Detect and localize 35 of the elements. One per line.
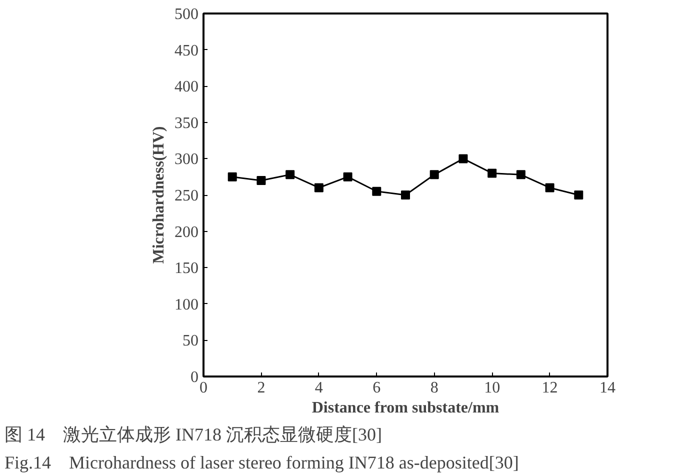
point (228, 172, 237, 182)
point (516, 170, 526, 180)
point (343, 172, 352, 182)
caption: 图 14 激光立体成形 IN718 沉积态显微硬度[30] (4, 424, 382, 444)
point (574, 190, 584, 200)
caption: Fig.14 Microhardness of laser stereo forming IN718 as-deposited[30] (4, 452, 519, 472)
y-tick-label: 100 (174, 296, 198, 314)
point (286, 170, 295, 180)
y-tick-label: 450 (174, 42, 198, 60)
x-tick-label: 6 (372, 380, 381, 396)
y-tick-label: 200 (174, 224, 198, 241)
y-tick-label: 400 (174, 78, 198, 96)
point (372, 186, 382, 196)
point (458, 154, 468, 164)
x-tick-label: 4 (314, 380, 323, 396)
point (401, 190, 410, 200)
y-tick-label: 50 (182, 332, 198, 350)
y-tick-label: 150 (174, 260, 198, 278)
point (314, 183, 324, 192)
x-axis-title: Distance from substate/mm (312, 400, 500, 416)
y-tick-label: 350 (174, 114, 198, 132)
y-tick-label: 250 (174, 188, 198, 204)
point (488, 168, 497, 178)
y-tick-label: 0 (190, 369, 198, 386)
point (545, 183, 554, 192)
point (256, 176, 266, 185)
x-tick-label: 14 (600, 380, 616, 396)
x-tick-label: 12 (542, 380, 558, 396)
x-tick-label: 2 (257, 380, 266, 396)
point (430, 170, 439, 180)
y-tick-label: 300 (174, 151, 198, 168)
x-tick-label: 10 (484, 380, 500, 396)
x-tick-label: 8 (430, 380, 438, 396)
y-tick-label: 500 (174, 6, 198, 23)
y-axis-title: Microhardness(HV) (150, 126, 168, 264)
